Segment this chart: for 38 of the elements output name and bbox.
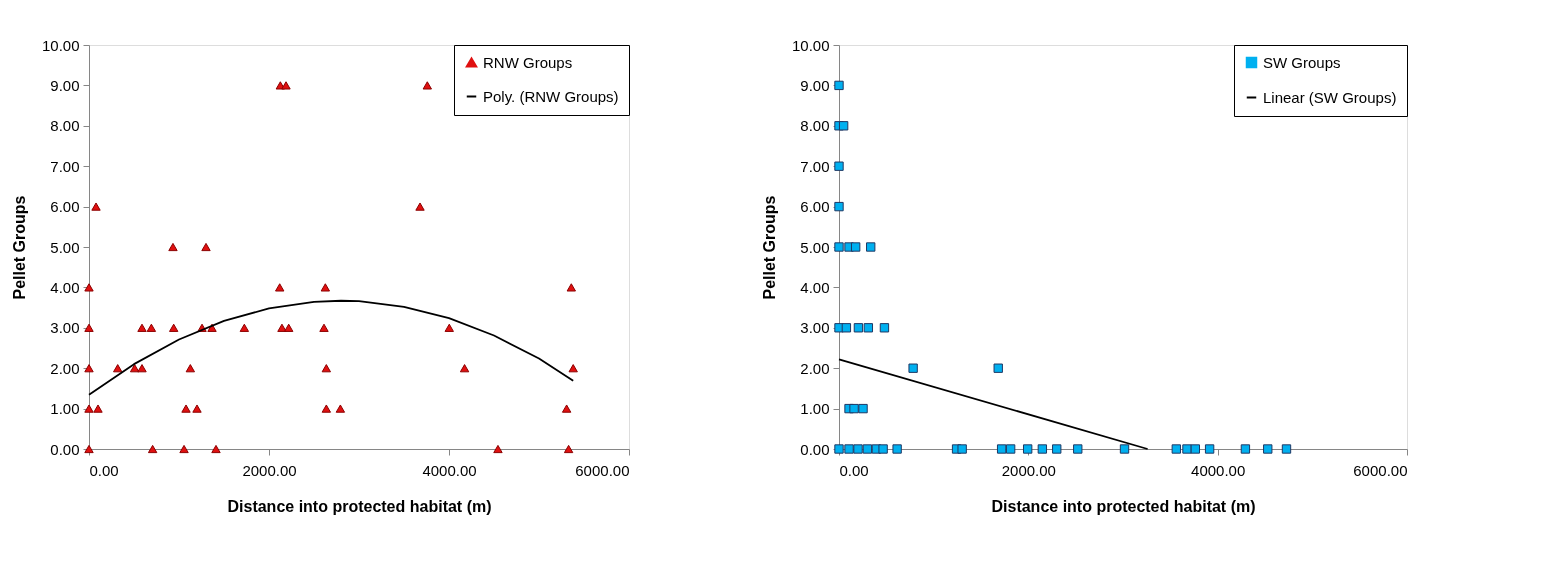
y-tick-label: 6.00 — [50, 198, 80, 216]
y-tick-label: 6.00 — [800, 198, 830, 216]
y-tick-label: 10.00 — [41, 36, 80, 54]
x-tick-label: 2000.00 — [242, 461, 297, 479]
y-axis-title: Pellet Groups — [760, 195, 778, 300]
y-tick-label: 9.00 — [800, 76, 830, 94]
x-axis-title: Distance into protected habitat (m) — [991, 497, 1256, 515]
y-tick-label: 0.00 — [800, 440, 830, 458]
y-tick-label: 3.00 — [800, 319, 830, 337]
y-tick-label: 5.00 — [800, 238, 830, 256]
legend-label: Poly. (RNW Groups) — [483, 87, 619, 105]
x-tick-label: 6000.00 — [575, 461, 630, 479]
y-tick-label: 8.00 — [800, 117, 830, 135]
x-tick-label: 4000.00 — [422, 461, 477, 479]
y-tick-label: 3.00 — [50, 319, 80, 337]
y-axis-title: Pellet Groups — [10, 195, 28, 300]
y-tick-label: 7.00 — [800, 157, 830, 175]
y-tick-label: 1.00 — [800, 400, 830, 418]
x-tick-label: 0.00 — [89, 461, 119, 479]
y-tick-label: 4.00 — [800, 278, 830, 296]
x-axis-title: Distance into protected habitat (m) — [227, 497, 492, 515]
y-tick-label: 2.00 — [800, 359, 830, 377]
y-tick-label: 5.00 — [50, 238, 80, 256]
x-tick-label: 2000.00 — [1001, 461, 1056, 479]
y-tick-label: 9.00 — [50, 76, 80, 94]
legend-label: SW Groups — [1263, 53, 1341, 71]
y-tick-label: 0.00 — [50, 440, 80, 458]
y-tick-label: 10.00 — [791, 36, 830, 54]
legend-label: Linear (SW Groups) — [1263, 88, 1397, 106]
y-tick-label: 2.00 — [50, 359, 80, 377]
x-tick-label: 6000.00 — [1353, 461, 1408, 479]
legend-label: RNW Groups — [483, 53, 573, 71]
y-tick-label: 4.00 — [50, 278, 80, 296]
x-tick-label: 4000.00 — [1191, 461, 1246, 479]
y-tick-label: 1.00 — [50, 400, 80, 418]
y-tick-label: 7.00 — [50, 157, 80, 175]
x-tick-label: 0.00 — [839, 461, 869, 479]
y-tick-label: 8.00 — [50, 117, 80, 135]
